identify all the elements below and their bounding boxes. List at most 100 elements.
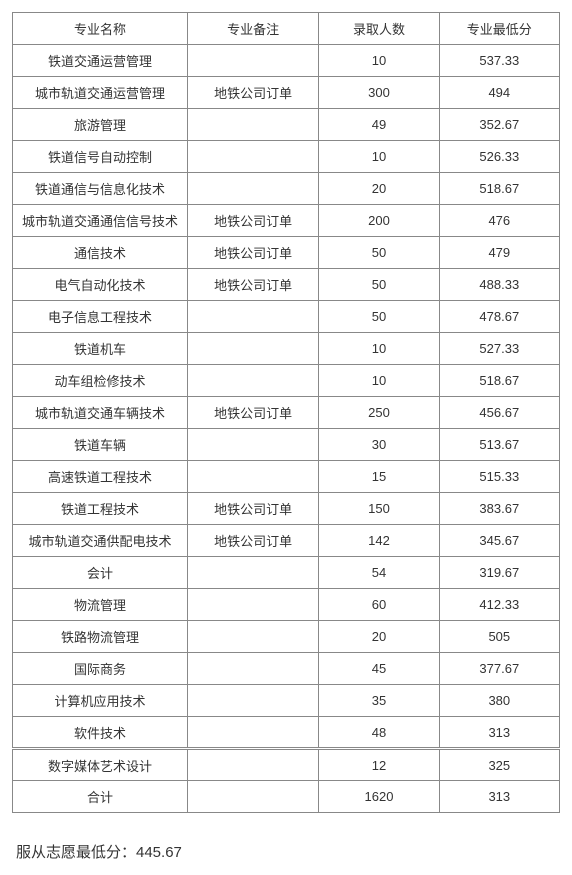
table-row: 铁道工程技术地铁公司订单150383.67 (13, 493, 560, 525)
cell-note: 地铁公司订单 (188, 237, 319, 269)
table-row: 铁道机车10527.33 (13, 333, 560, 365)
table-row: 计算机应用技术35380 (13, 685, 560, 717)
table-row: 电气自动化技术地铁公司订单50488.33 (13, 269, 560, 301)
cell-name: 合计 (13, 781, 188, 813)
table-row: 铁道通信与信息化技术20518.67 (13, 173, 560, 205)
table-row: 旅游管理 49352.67 (13, 109, 560, 141)
cell-note: 地铁公司订单 (188, 269, 319, 301)
cell-count: 300 (319, 77, 439, 109)
cell-note (188, 301, 319, 333)
table-row: 城市轨道交通供配电技术地铁公司订单142345.67 (13, 525, 560, 557)
cell-score: 537.33 (439, 45, 559, 77)
cell-count: 60 (319, 589, 439, 621)
cell-note (188, 429, 319, 461)
cell-score: 526.33 (439, 141, 559, 173)
footer-min-score: 服从志愿最低分：445.67 (12, 841, 560, 862)
table-row: 合计1620313 (13, 781, 560, 813)
cell-count: 10 (319, 141, 439, 173)
cell-name: 会计 (13, 557, 188, 589)
cell-score: 313 (439, 781, 559, 813)
table-row: 铁道车辆30513.67 (13, 429, 560, 461)
cell-score: 319.67 (439, 557, 559, 589)
cell-name: 通信技术 (13, 237, 188, 269)
table-row: 城市轨道交通通信信号技术地铁公司订单200476 (13, 205, 560, 237)
cell-count: 200 (319, 205, 439, 237)
cell-count: 49 (319, 109, 439, 141)
cell-count: 150 (319, 493, 439, 525)
cell-name: 软件技术 (13, 717, 188, 749)
table-row: 电子信息工程技术 50478.67 (13, 301, 560, 333)
cell-name: 铁路物流管理 (13, 621, 188, 653)
table-row: 铁道信号自动控制 10526.33 (13, 141, 560, 173)
cell-note (188, 365, 319, 397)
cell-score: 505 (439, 621, 559, 653)
cell-score: 345.67 (439, 525, 559, 557)
cell-note (188, 557, 319, 589)
table-row: 会计54319.67 (13, 557, 560, 589)
cell-score: 513.67 (439, 429, 559, 461)
cell-note (188, 717, 319, 749)
cell-count: 15 (319, 461, 439, 493)
cell-name: 城市轨道交通通信信号技术 (13, 205, 188, 237)
cell-score: 515.33 (439, 461, 559, 493)
cell-score: 488.33 (439, 269, 559, 301)
cell-name: 国际商务 (13, 653, 188, 685)
cell-count: 30 (319, 429, 439, 461)
cell-note: 地铁公司订单 (188, 525, 319, 557)
admission-table: 专业名称 专业备注 录取人数 专业最低分 铁道交通运营管理10537.33城市轨… (12, 12, 560, 813)
table-body: 铁道交通运营管理10537.33城市轨道交通运营管理地铁公司订单300494旅游… (13, 45, 560, 813)
cell-count: 10 (319, 365, 439, 397)
cell-name: 城市轨道交通车辆技术 (13, 397, 188, 429)
cell-count: 20 (319, 173, 439, 205)
cell-name: 铁道交通运营管理 (13, 45, 188, 77)
table-row: 国际商务 45377.67 (13, 653, 560, 685)
cell-name: 铁道机车 (13, 333, 188, 365)
cell-score: 456.67 (439, 397, 559, 429)
cell-score: 383.67 (439, 493, 559, 525)
cell-note (188, 749, 319, 781)
cell-count: 142 (319, 525, 439, 557)
cell-name: 铁道工程技术 (13, 493, 188, 525)
cell-score: 476 (439, 205, 559, 237)
col-header-score: 专业最低分 (439, 13, 559, 45)
cell-name: 旅游管理 (13, 109, 188, 141)
table-row: 铁道交通运营管理 10537.33 (13, 45, 560, 77)
cell-name: 物流管理 (13, 589, 188, 621)
cell-note (188, 109, 319, 141)
cell-score: 412.33 (439, 589, 559, 621)
cell-count: 45 (319, 653, 439, 685)
table-row: 城市轨道交通车辆技术地铁公司订单250456.67 (13, 397, 560, 429)
cell-note (188, 173, 319, 205)
cell-score: 325 (439, 749, 559, 781)
cell-score: 479 (439, 237, 559, 269)
cell-note: 地铁公司订单 (188, 493, 319, 525)
cell-count: 250 (319, 397, 439, 429)
cell-name: 数字媒体艺术设计 (13, 749, 188, 781)
cell-score: 478.67 (439, 301, 559, 333)
cell-note (188, 621, 319, 653)
cell-count: 50 (319, 237, 439, 269)
table-row: 软件技术48313 (13, 717, 560, 749)
cell-score: 313 (439, 717, 559, 749)
cell-name: 高速铁道工程技术 (13, 461, 188, 493)
cell-count: 50 (319, 301, 439, 333)
cell-note: 地铁公司订单 (188, 205, 319, 237)
cell-name: 铁道信号自动控制 (13, 141, 188, 173)
cell-score: 377.67 (439, 653, 559, 685)
cell-name: 电气自动化技术 (13, 269, 188, 301)
cell-name: 动车组检修技术 (13, 365, 188, 397)
table-row: 高速铁道工程技术 15515.33 (13, 461, 560, 493)
cell-count: 50 (319, 269, 439, 301)
cell-name: 计算机应用技术 (13, 685, 188, 717)
col-header-major: 专业名称 (13, 13, 188, 45)
col-header-count: 录取人数 (319, 13, 439, 45)
cell-name: 城市轨道交通供配电技术 (13, 525, 188, 557)
table-row: 动车组检修技术10518.67 (13, 365, 560, 397)
cell-score: 352.67 (439, 109, 559, 141)
cell-note: 地铁公司订单 (188, 77, 319, 109)
cell-name: 电子信息工程技术 (13, 301, 188, 333)
cell-name: 铁道通信与信息化技术 (13, 173, 188, 205)
cell-count: 10 (319, 45, 439, 77)
col-header-note: 专业备注 (188, 13, 319, 45)
cell-count: 10 (319, 333, 439, 365)
